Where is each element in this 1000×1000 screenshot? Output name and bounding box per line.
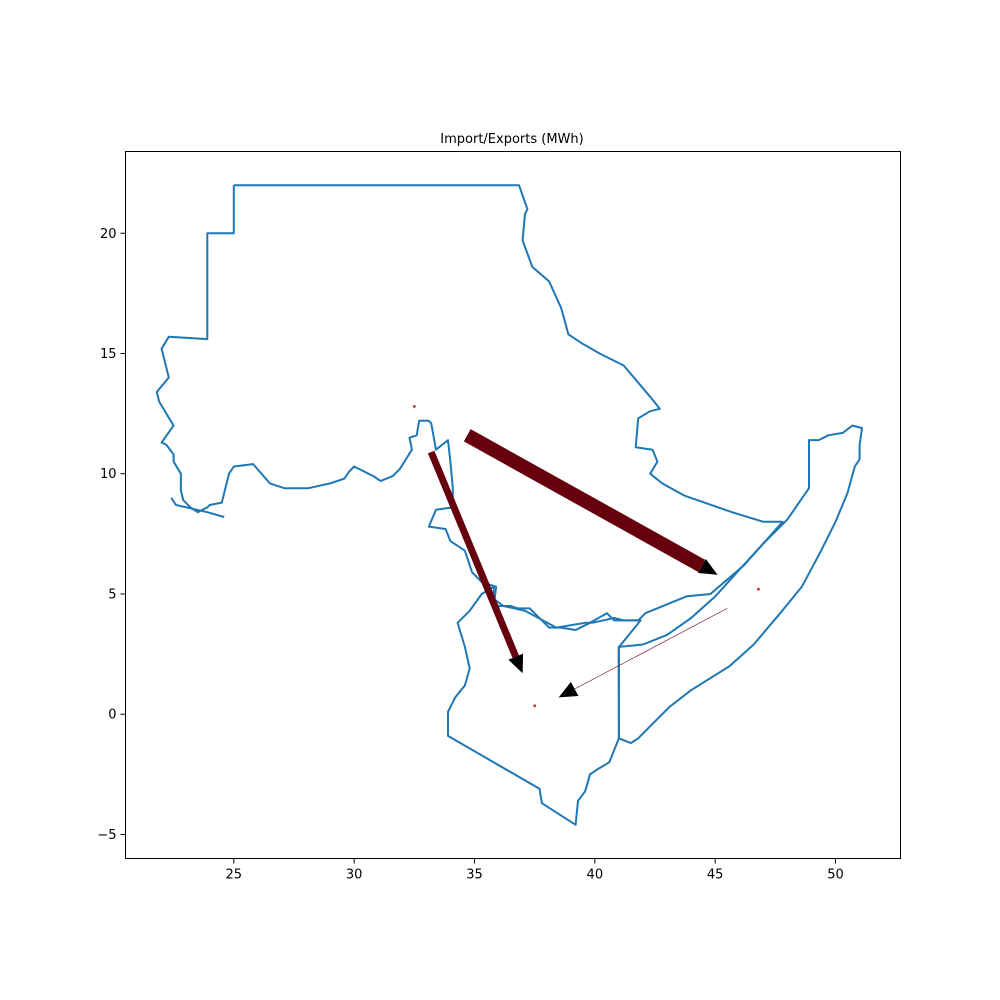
plot-area xyxy=(155,184,863,826)
flow-arrows xyxy=(427,429,728,698)
flow-arrowhead-0 xyxy=(698,559,718,575)
x-tick-label-2: 35 xyxy=(466,868,483,883)
y-tick-label-3: 10 xyxy=(100,467,117,482)
y-tick-label-2: 5 xyxy=(108,587,116,602)
x-axis-ticks: 25 30 35 40 45 50 xyxy=(226,858,844,883)
node-markers xyxy=(412,405,760,708)
flow-shaft-1 xyxy=(427,450,519,659)
flow-shaft-2 xyxy=(574,608,728,690)
y-tick-label-1: 0 xyxy=(108,708,116,723)
chart-title: Import/Exports (MWh) xyxy=(440,132,583,147)
boundary-3 xyxy=(617,424,863,745)
y-tick-label-4: 15 xyxy=(100,347,117,362)
flow-arrowhead-1 xyxy=(508,653,524,674)
node-1 xyxy=(757,587,760,591)
x-tick-label-1: 30 xyxy=(346,868,363,883)
boundary-1 xyxy=(170,497,225,518)
y-tick-label-5: 20 xyxy=(100,227,117,242)
x-tick-label-3: 40 xyxy=(587,868,604,883)
node-0 xyxy=(412,405,416,408)
y-tick-label-0: −5 xyxy=(97,828,116,843)
flow-shaft-0 xyxy=(463,429,706,573)
axes-frame xyxy=(125,151,901,859)
flow-arrowhead-2 xyxy=(558,681,579,698)
boundary-2 xyxy=(447,585,642,826)
y-axis-ticks: −5 0 5 10 15 20 xyxy=(97,227,126,843)
x-tick-label-0: 25 xyxy=(226,868,243,883)
x-tick-label-5: 50 xyxy=(827,868,844,883)
x-tick-label-4: 45 xyxy=(707,868,724,883)
node-2 xyxy=(533,704,537,708)
